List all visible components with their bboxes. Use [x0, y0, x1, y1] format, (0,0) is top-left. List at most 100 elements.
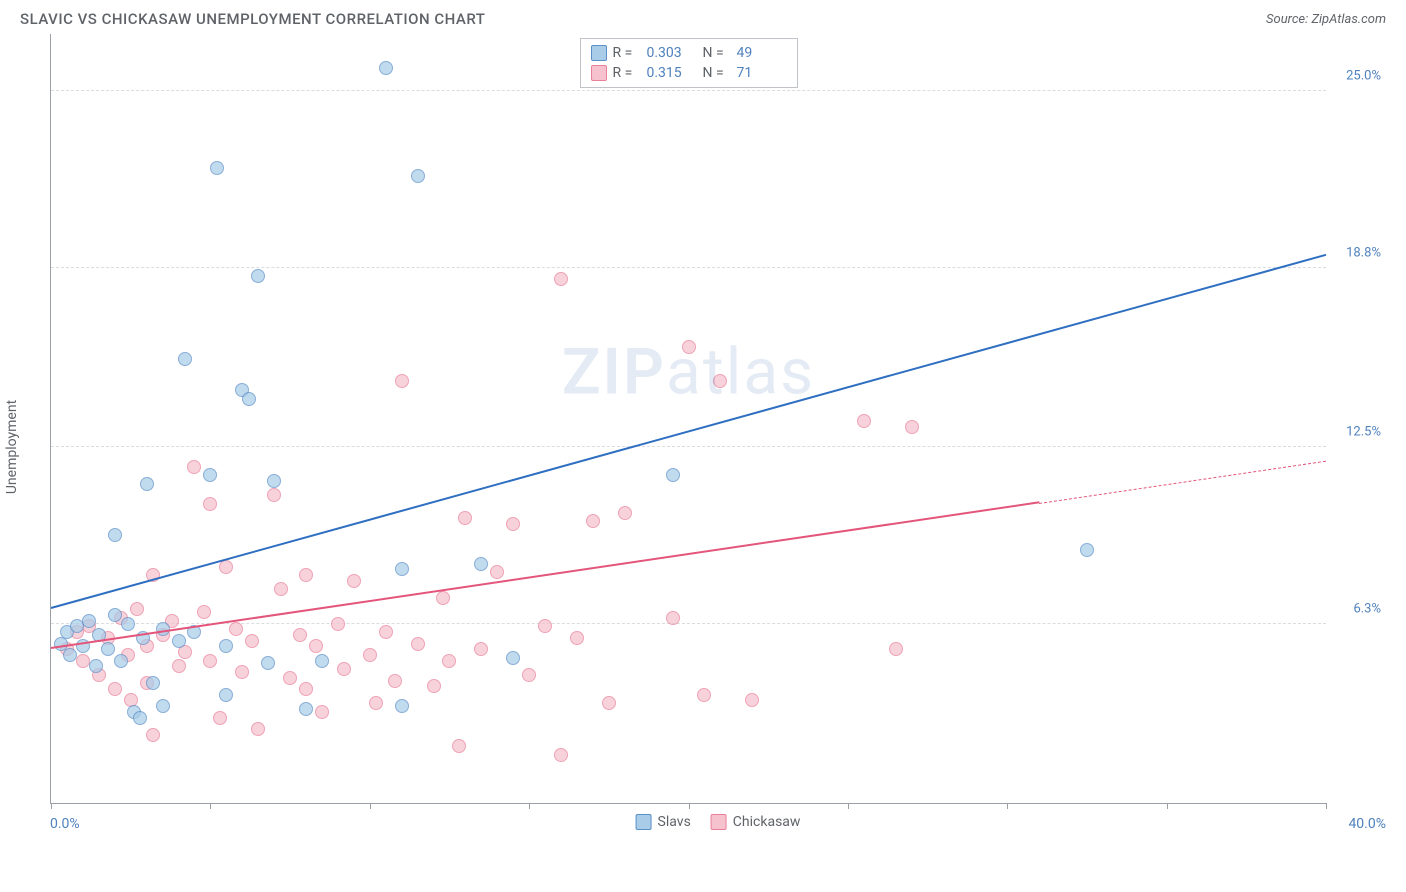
data-point — [889, 642, 903, 656]
y-axis-label: Unemployment — [4, 400, 20, 494]
data-point — [267, 488, 281, 502]
y-tick-label: 18.8% — [1346, 245, 1381, 260]
data-point — [235, 665, 249, 679]
legend-swatch-bottom-1 — [711, 814, 727, 830]
data-point — [379, 61, 393, 75]
data-point — [682, 340, 696, 354]
data-point — [452, 739, 466, 753]
data-point — [210, 161, 224, 175]
data-point — [82, 614, 96, 628]
data-point — [411, 637, 425, 651]
plot-area: ZIPatlas R = 0.303 N = 49 R = 0.315 N = … — [50, 34, 1326, 804]
data-point — [666, 468, 680, 482]
legend-r-value-1: 0.315 — [647, 65, 697, 81]
data-point — [395, 374, 409, 388]
gridline — [51, 446, 1326, 447]
data-point — [274, 582, 288, 596]
data-point — [89, 659, 103, 673]
data-point — [140, 477, 154, 491]
data-point — [337, 662, 351, 676]
data-point — [395, 562, 409, 576]
data-point — [745, 693, 759, 707]
legend-stats-row-1: R = 0.315 N = 71 — [591, 63, 787, 83]
y-tick-label: 6.3% — [1353, 601, 1381, 616]
data-point — [63, 648, 77, 662]
y-tick-label: 25.0% — [1346, 68, 1381, 83]
legend-name-0: Slavs — [658, 814, 691, 830]
data-point — [697, 688, 711, 702]
x-tick — [1167, 803, 1168, 809]
legend-r-label-0: R = — [613, 45, 641, 61]
legend-n-value-0: 49 — [737, 45, 787, 61]
data-point — [172, 634, 186, 648]
data-point — [618, 506, 632, 520]
data-point — [474, 642, 488, 656]
legend-r-value-0: 0.303 — [647, 45, 697, 61]
data-point — [251, 269, 265, 283]
data-point — [187, 460, 201, 474]
data-point — [299, 702, 313, 716]
legend-swatch-bottom-0 — [636, 814, 652, 830]
data-point — [538, 619, 552, 633]
legend-n-label-0: N = — [703, 45, 731, 61]
data-point — [133, 711, 147, 725]
data-point — [172, 659, 186, 673]
data-point — [315, 705, 329, 719]
data-point — [309, 639, 323, 653]
data-point — [442, 654, 456, 668]
chart-container: Unemployment ZIPatlas R = 0.303 N = 49 R… — [50, 34, 1386, 844]
legend-stats-row-0: R = 0.303 N = 49 — [591, 43, 787, 63]
gridline — [51, 90, 1326, 91]
legend-swatch-1 — [591, 65, 607, 81]
data-point — [506, 651, 520, 665]
data-point — [522, 668, 536, 682]
x-tick — [370, 803, 371, 809]
data-point — [713, 374, 727, 388]
data-point — [146, 728, 160, 742]
watermark-bold: ZIP — [562, 335, 666, 410]
legend-item-0: Slavs — [636, 814, 691, 830]
data-point — [229, 622, 243, 636]
x-tick — [689, 803, 690, 809]
y-tick-label: 12.5% — [1346, 424, 1381, 439]
data-point — [203, 654, 217, 668]
data-point — [347, 574, 361, 588]
source-attribution: Source: ZipAtlas.com — [1266, 12, 1386, 27]
x-axis-max-label: 40.0% — [1348, 816, 1386, 832]
chart-title: SLAVIC VS CHICKASAW UNEMPLOYMENT CORRELA… — [20, 10, 485, 28]
data-point — [379, 625, 393, 639]
data-point — [299, 568, 313, 582]
data-point — [242, 392, 256, 406]
data-point — [114, 654, 128, 668]
gridline — [51, 623, 1326, 624]
data-point — [156, 699, 170, 713]
data-point — [261, 656, 275, 670]
legend-stats: R = 0.303 N = 49 R = 0.315 N = 71 — [580, 38, 798, 88]
data-point — [267, 474, 281, 488]
gridline — [51, 267, 1326, 268]
data-point — [203, 497, 217, 511]
data-point — [108, 682, 122, 696]
data-point — [474, 557, 488, 571]
x-axis-min-label: 0.0% — [50, 816, 80, 832]
data-point — [219, 688, 233, 702]
trend-line-extrapolated — [1039, 460, 1326, 503]
data-point — [293, 628, 307, 642]
x-tick — [51, 803, 52, 809]
data-point — [178, 352, 192, 366]
legend-r-label-1: R = — [613, 65, 641, 81]
data-point — [315, 654, 329, 668]
chart-header: SLAVIC VS CHICKASAW UNEMPLOYMENT CORRELA… — [0, 0, 1406, 34]
legend-item-1: Chickasaw — [711, 814, 801, 830]
data-point — [245, 634, 259, 648]
data-point — [108, 608, 122, 622]
data-point — [101, 642, 115, 656]
data-point — [857, 414, 871, 428]
data-point — [570, 631, 584, 645]
data-point — [395, 699, 409, 713]
legend-name-1: Chickasaw — [733, 814, 801, 830]
legend-n-value-1: 71 — [737, 65, 787, 81]
x-tick — [1007, 803, 1008, 809]
data-point — [666, 611, 680, 625]
data-point — [388, 674, 402, 688]
